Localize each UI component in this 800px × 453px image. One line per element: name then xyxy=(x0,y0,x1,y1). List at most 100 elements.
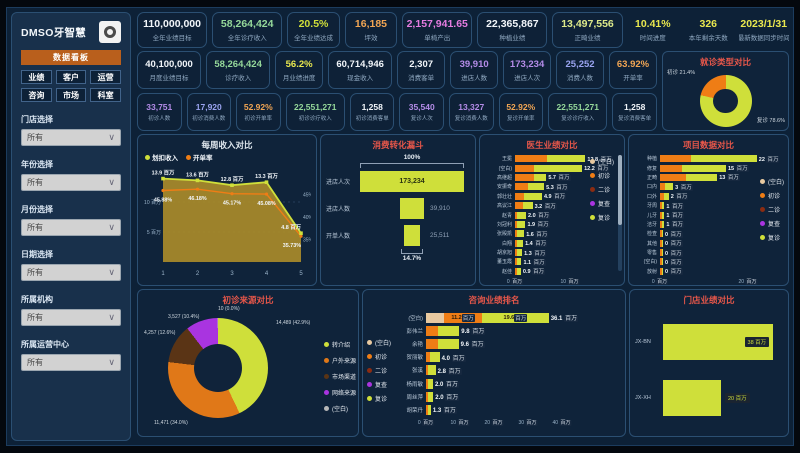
nav-button-业绩[interactable]: 业绩 xyxy=(21,70,52,84)
consult-legend-item[interactable]: 复诊 xyxy=(367,394,391,403)
bar-segment[interactable] xyxy=(437,325,460,336)
bar[interactable] xyxy=(515,220,526,228)
bar-segment[interactable] xyxy=(660,155,691,163)
nav-button-客户[interactable]: 客户 xyxy=(55,70,87,84)
bar-segment[interactable] xyxy=(426,391,428,402)
consult-legend-item[interactable]: (空白) xyxy=(367,338,391,347)
bar-segment[interactable] xyxy=(533,173,547,181)
nav-button-科室[interactable]: 科室 xyxy=(90,88,121,102)
bar[interactable] xyxy=(426,404,431,415)
bar[interactable] xyxy=(660,267,663,275)
bar[interactable] xyxy=(515,192,542,200)
bar-segment[interactable] xyxy=(660,211,662,219)
bar[interactable] xyxy=(660,164,726,172)
bar-segment[interactable]: 11.2 百万 xyxy=(444,312,483,323)
bar-segment[interactable] xyxy=(660,220,662,228)
bar[interactable] xyxy=(515,211,526,219)
source-legend-item[interactable]: 户外来源 xyxy=(323,356,356,365)
bar[interactable] xyxy=(660,220,665,228)
funnel-bar[interactable] xyxy=(400,198,424,219)
bar-segment[interactable] xyxy=(515,239,517,247)
funnel-bar[interactable] xyxy=(404,225,420,246)
scrollbar[interactable] xyxy=(618,155,622,271)
project-legend-item[interactable]: 复查 xyxy=(760,219,784,228)
source-legend-item[interactable]: 网络来源 xyxy=(323,388,356,397)
bar-segment[interactable] xyxy=(660,249,662,257)
bar-segment[interactable] xyxy=(661,267,663,275)
bar-segment[interactable] xyxy=(661,220,665,228)
bar[interactable] xyxy=(515,164,583,172)
bar-segment[interactable] xyxy=(660,230,662,238)
bar-segment[interactable] xyxy=(515,211,517,219)
bar-segment[interactable] xyxy=(515,192,525,200)
bar-segment[interactable] xyxy=(430,352,440,363)
bar-segment[interactable] xyxy=(516,220,526,228)
bar[interactable] xyxy=(426,365,436,376)
bar-segment[interactable] xyxy=(516,230,525,238)
bar-segment[interactable] xyxy=(660,258,662,266)
bar-segment[interactable] xyxy=(686,173,718,181)
bar-segment[interactable] xyxy=(515,155,547,163)
source-legend-item[interactable]: 市场渠道 xyxy=(323,372,356,381)
bar[interactable] xyxy=(660,249,663,257)
filter-dropdown[interactable]: 所有 ∨ xyxy=(21,129,121,146)
bar-segment[interactable] xyxy=(682,164,726,172)
bar[interactable] xyxy=(660,230,663,238)
bar-segment[interactable] xyxy=(546,155,586,163)
bar-segment[interactable] xyxy=(661,230,663,238)
bar-segment[interactable] xyxy=(516,211,526,219)
bar-segment[interactable] xyxy=(660,202,662,210)
bar[interactable] xyxy=(515,202,533,210)
bar-segment[interactable] xyxy=(426,338,438,349)
project-legend-item[interactable]: 二诊 xyxy=(760,205,784,214)
bar-segment[interactable] xyxy=(426,325,438,336)
filter-dropdown[interactable]: 所有 ∨ xyxy=(21,309,121,326)
bar[interactable] xyxy=(660,239,663,247)
bar[interactable] xyxy=(426,325,460,336)
bar-segment[interactable] xyxy=(660,239,662,247)
doctor-legend-item[interactable]: (空白) xyxy=(590,157,614,166)
bar-segment[interactable] xyxy=(426,378,428,389)
bar-segment[interactable] xyxy=(665,183,674,191)
bar-segment[interactable] xyxy=(522,202,533,210)
bar-segment[interactable]: 19.6 百万 xyxy=(482,312,549,323)
bar-segment[interactable] xyxy=(660,164,682,172)
nav-button-市场[interactable]: 市场 xyxy=(55,88,87,102)
bar-segment[interactable] xyxy=(515,164,534,172)
nav-button-运营[interactable]: 运营 xyxy=(90,70,121,84)
bar[interactable] xyxy=(426,352,440,363)
bar[interactable] xyxy=(515,239,524,247)
bar-segment[interactable] xyxy=(660,267,662,275)
project-legend-item[interactable]: (空白) xyxy=(760,177,784,186)
bar-segment[interactable] xyxy=(663,192,669,200)
consult-legend-item[interactable]: 二诊 xyxy=(367,366,391,375)
filter-dropdown[interactable]: 所有 ∨ xyxy=(21,174,121,191)
bar-segment[interactable] xyxy=(515,230,517,238)
nav-button-咨询[interactable]: 咨询 xyxy=(21,88,52,102)
bar[interactable] xyxy=(660,173,718,181)
bar-segment[interactable] xyxy=(515,202,523,210)
project-legend-item[interactable]: 复诊 xyxy=(760,233,784,242)
bar-segment[interactable] xyxy=(437,338,459,349)
bar[interactable] xyxy=(660,258,663,266)
source-legend-item[interactable]: 转介绍 xyxy=(323,340,356,349)
bar[interactable] xyxy=(660,211,665,219)
bar-segment[interactable] xyxy=(690,155,757,163)
bar-segment[interactable] xyxy=(660,173,687,181)
visit-type-donut[interactable] xyxy=(699,75,752,127)
bar[interactable] xyxy=(515,173,547,181)
bar-segment[interactable] xyxy=(515,267,517,275)
bar[interactable]: 11.2 百万 19.6 百万 xyxy=(426,312,549,323)
bar[interactable] xyxy=(426,391,434,402)
bar[interactable] xyxy=(426,378,433,389)
bar-segment[interactable] xyxy=(660,183,666,191)
bar[interactable] xyxy=(660,155,757,163)
funnel-bar[interactable]: 173,234 xyxy=(360,171,464,192)
bar-segment[interactable] xyxy=(427,378,433,389)
bar-segment[interactable] xyxy=(660,192,664,200)
bar-segment[interactable] xyxy=(426,365,428,376)
bar-segment[interactable] xyxy=(516,239,524,247)
bar[interactable] xyxy=(660,192,669,200)
source-donut[interactable] xyxy=(168,318,268,418)
consult-legend-item[interactable]: 初诊 xyxy=(367,352,391,361)
